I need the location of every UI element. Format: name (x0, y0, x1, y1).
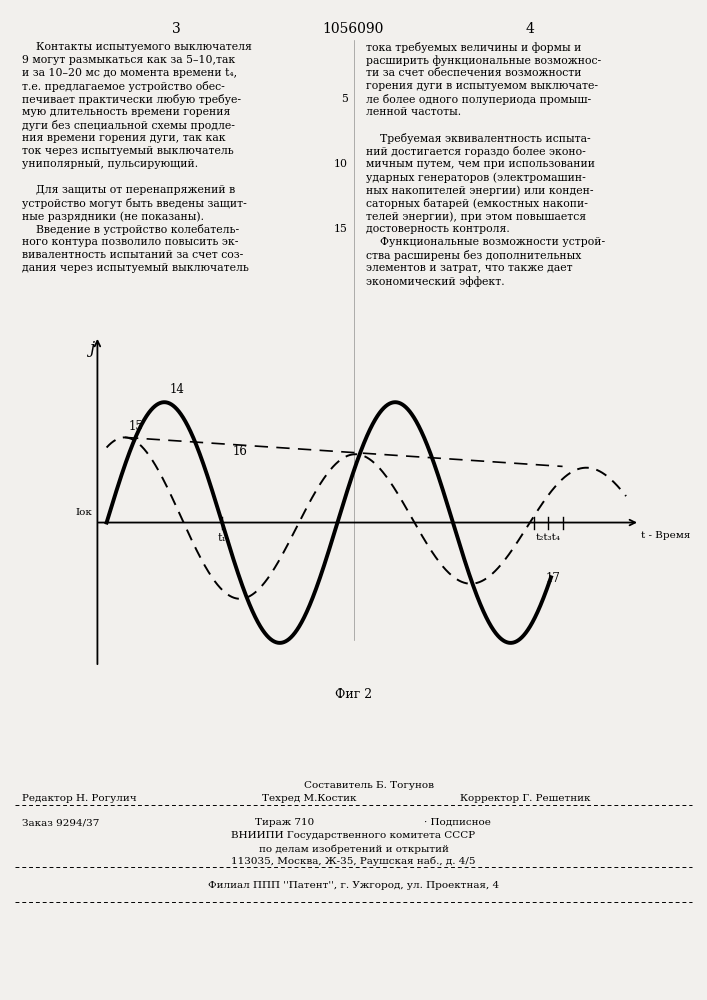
Text: дания через испытуемый выключатель: дания через испытуемый выключатель (22, 263, 249, 273)
Text: саторных батарей (емкостных накопи-: саторных батарей (емкостных накопи- (366, 198, 588, 209)
Text: 9 могут размыкаться как за 5–10,так: 9 могут размыкаться как за 5–10,так (22, 55, 235, 65)
Text: ти за счет обеспечения возможности: ти за счет обеспечения возможности (366, 68, 581, 78)
Text: горения дуги в испытуемом выключате-: горения дуги в испытуемом выключате- (366, 81, 597, 91)
Text: мую длительность времени горения: мую длительность времени горения (22, 107, 230, 117)
Text: достоверность контроля.: достоверность контроля. (366, 224, 509, 234)
Text: ных накопителей энергии) или конден-: ных накопителей энергии) или конден- (366, 185, 593, 196)
Text: ний достигается гораздо более эконо-: ний достигается гораздо более эконо- (366, 146, 585, 157)
Text: т.е. предлагаемое устройство обес-: т.е. предлагаемое устройство обес- (22, 81, 225, 92)
Text: униполярный, пульсирующий.: униполярный, пульсирующий. (22, 159, 198, 169)
Text: Функциональные возможности устрой-: Функциональные возможности устрой- (366, 237, 604, 247)
Text: Редактор Н. Рогулич: Редактор Н. Рогулич (22, 794, 136, 803)
Text: мичным путем, чем при использовании: мичным путем, чем при использовании (366, 159, 595, 169)
Text: Техред М.Костик: Техред М.Костик (262, 794, 356, 803)
Text: t₁: t₁ (218, 533, 226, 543)
Text: 113035, Москва, Ж-35, Раушская наб., д. 4/5: 113035, Москва, Ж-35, Раушская наб., д. … (231, 857, 476, 866)
Text: ния времени горения дуги, так как: ния времени горения дуги, так как (22, 133, 226, 143)
Text: Требуемая эквивалентность испыта-: Требуемая эквивалентность испыта- (366, 133, 590, 144)
Text: Тираж 710: Тираж 710 (255, 818, 314, 827)
Text: Введение в устройство колебатель-: Введение в устройство колебатель- (22, 224, 239, 235)
Text: ударных генераторов (электромашин-: ударных генераторов (электромашин- (366, 172, 585, 183)
Text: Филиал ППП ''Патент'', г. Ужгород, ул. Проектная, 4: Филиал ППП ''Патент'', г. Ужгород, ул. П… (208, 881, 499, 890)
Text: ные разрядники (не показаны).: ные разрядники (не показаны). (22, 211, 204, 222)
Text: 3: 3 (173, 22, 181, 36)
Text: дуги без специальной схемы продле-: дуги без специальной схемы продле- (22, 120, 235, 131)
Text: тока требуемых величины и формы и: тока требуемых величины и формы и (366, 42, 581, 53)
Text: 4: 4 (526, 22, 534, 36)
Text: вивалентность испытаний за счет соз-: вивалентность испытаний за счет соз- (22, 250, 243, 260)
Text: 15: 15 (334, 224, 348, 234)
Text: Заказ 9294/37: Заказ 9294/37 (22, 818, 100, 827)
Text: Фиг 2: Фиг 2 (335, 688, 372, 701)
Text: ленной частоты.: ленной частоты. (366, 107, 461, 117)
Text: · Подписное: · Подписное (424, 818, 491, 827)
Text: 17: 17 (546, 572, 561, 585)
Text: Контакты испытуемого выключателя: Контакты испытуемого выключателя (22, 42, 252, 52)
Text: ле более одного полупериода промыш-: ле более одного полупериода промыш- (366, 94, 590, 105)
Text: устройство могут быть введены защит-: устройство могут быть введены защит- (22, 198, 247, 209)
Text: печивает практически любую требуе-: печивает практически любую требуе- (22, 94, 241, 105)
Text: по делам изобретений и открытий: по делам изобретений и открытий (259, 844, 448, 854)
Text: Составитель Б. Тогунов: Составитель Б. Тогунов (304, 781, 434, 790)
Text: 1056090: 1056090 (323, 22, 384, 36)
Text: t₂t₃t₄: t₂t₃t₄ (536, 533, 561, 542)
Text: телей энергии), при этом повышается: телей энергии), при этом повышается (366, 211, 585, 222)
Text: Корректор Г. Решетник: Корректор Г. Решетник (460, 794, 590, 803)
Text: и за 10–20 мс до момента времени t₄,: и за 10–20 мс до момента времени t₄, (22, 68, 237, 78)
Text: ВНИИПИ Государственного комитета СССР: ВНИИПИ Государственного комитета СССР (231, 831, 476, 840)
Text: ного контура позволило повысить эк-: ного контура позволило повысить эк- (22, 237, 238, 247)
Text: 15: 15 (128, 420, 143, 433)
Text: j: j (88, 340, 94, 357)
Text: 16: 16 (233, 445, 248, 458)
Text: ства расширены без дополнительных: ства расширены без дополнительных (366, 250, 581, 261)
Text: расширить функциональные возможнос-: расширить функциональные возможнос- (366, 55, 601, 66)
Text: экономический эффект.: экономический эффект. (366, 276, 504, 287)
Text: t - Время: t - Время (641, 531, 691, 540)
Text: Для защиты от перенапряжений в: Для защиты от перенапряжений в (22, 185, 235, 195)
Text: элементов и затрат, что также дает: элементов и затрат, что также дает (366, 263, 572, 273)
Text: ток через испытуемый выключатель: ток через испытуемый выключатель (22, 146, 234, 156)
Text: 14: 14 (170, 383, 185, 396)
Text: 5: 5 (341, 94, 348, 104)
Text: Iок: Iок (76, 508, 93, 517)
Text: 10: 10 (334, 159, 348, 169)
